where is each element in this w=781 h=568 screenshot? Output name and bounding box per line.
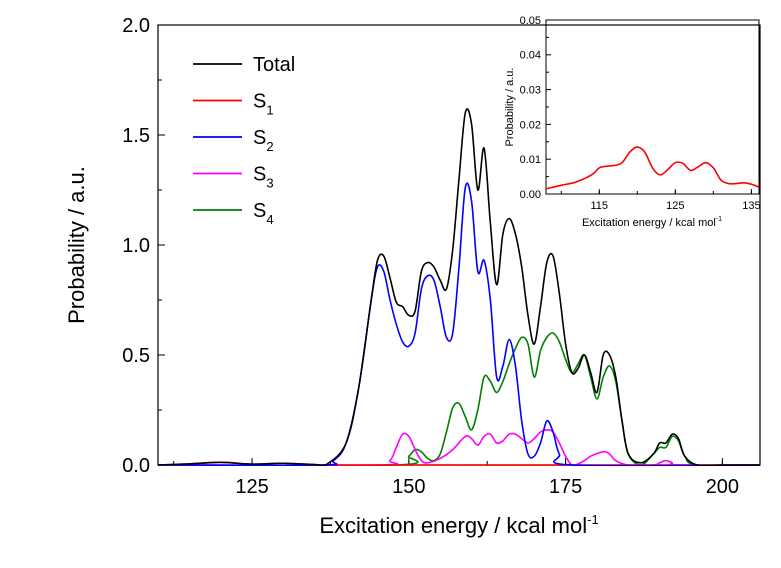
legend-label: S3 [253, 164, 274, 191]
inset-x-axis-label-text: Excitation energy / kcal mol [582, 217, 716, 229]
y-tick-label: 0.5 [122, 345, 150, 367]
main-x-axis-label-text: Excitation energy / kcal mol [319, 513, 587, 538]
legend-label-subscript: 1 [266, 103, 273, 118]
legend-label-subscript: 3 [266, 176, 273, 191]
inset-y-axis-label: Probability / a.u. [504, 68, 516, 147]
series-line-s4 [158, 332, 760, 466]
x-tick-label: 125 [666, 200, 684, 212]
x-tick-label: 200 [706, 476, 739, 498]
legend-label: S2 [253, 127, 274, 154]
inset-plot: 115 125 135 0.00 0.01 0.02 0.03 0.04 0.05 Excita… [504, 15, 761, 229]
legend-label-subscript: 2 [266, 139, 273, 154]
series-line-s2 [158, 182, 760, 466]
legend-label-name: Total [253, 54, 295, 76]
legend-label: S1 [253, 91, 274, 118]
legend-label-name: S [253, 200, 266, 222]
inset-x-axis-label-sup: -1 [716, 216, 722, 223]
main-plot-frame [157, 24, 761, 466]
legend-label-name: S [253, 91, 266, 113]
main-series-lines [158, 108, 760, 466]
legend-label: Total [253, 54, 295, 76]
legend-label: S4 [253, 200, 274, 227]
legend-label-subscript: 4 [266, 212, 273, 227]
y-tick-label: 0.0 [122, 455, 150, 477]
x-tick-label: 125 [235, 476, 268, 498]
y-tick-label: 0.04 [520, 50, 541, 62]
series-line-s3 [158, 429, 760, 466]
main-x-axis-label-sup: -1 [587, 512, 599, 527]
y-tick-label: 0.01 [520, 154, 541, 166]
inset-axis-ticks: 115 125 135 0.00 0.01 0.02 0.03 0.04 0.05 [520, 15, 761, 212]
y-tick-label: 1.0 [122, 235, 150, 257]
main-x-axis-label: Excitation energy / kcal mol-1 [319, 512, 598, 538]
x-tick-label: 135 [742, 200, 760, 212]
series-line-s1 [546, 146, 759, 190]
series-line-total [158, 108, 760, 466]
x-tick-label: 115 [590, 200, 608, 212]
inset-x-axis-label: Excitation energy / kcal mol-1 [582, 216, 722, 229]
inset-series-lines [546, 146, 759, 190]
y-tick-label: 0.03 [520, 84, 541, 96]
y-tick-label: 0.00 [520, 189, 541, 201]
y-tick-label: 0.02 [520, 119, 541, 131]
legend-label-name: S [253, 127, 266, 149]
main-axis-ticks: 125 150 175 200 0.0 0.5 1.0 1.5 2.0 [122, 15, 739, 498]
x-tick-label: 150 [392, 476, 425, 498]
y-tick-label: 1.5 [122, 125, 150, 147]
legend-label-name: S [253, 164, 266, 186]
main-plot: 125 150 175 200 0.0 0.5 1.0 1.5 2.0 Excitation e… [64, 15, 761, 538]
y-tick-label: 0.05 [520, 15, 541, 27]
y-tick-label: 2.0 [122, 15, 150, 37]
main-y-axis-label: Probability / a.u. [64, 166, 89, 324]
x-tick-label: 175 [549, 476, 582, 498]
